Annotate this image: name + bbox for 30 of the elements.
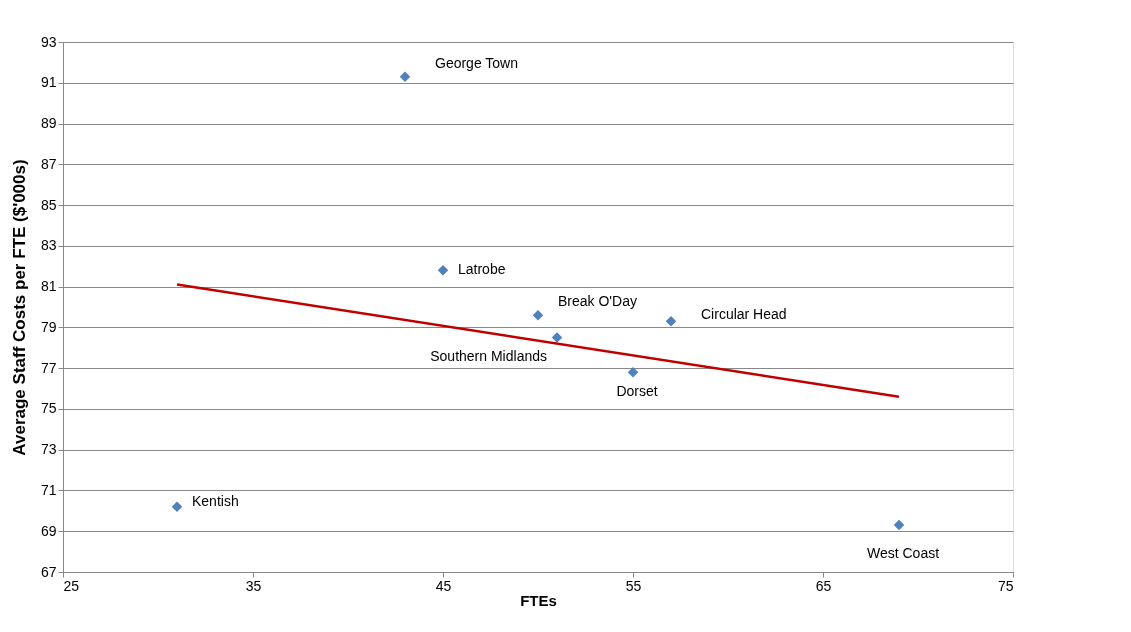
y-tick-label: 73: [40, 441, 57, 458]
y-tick-label: 89: [40, 115, 57, 132]
y-tick-label: 69: [40, 522, 57, 539]
y-tick-label: 67: [40, 563, 57, 580]
y-tick-label: 91: [40, 74, 57, 91]
x-tick-label: 35: [245, 577, 262, 594]
x-tick-label: 75: [997, 577, 1014, 594]
annotation: Kentish: [192, 492, 239, 509]
x-tick-label: 65: [815, 577, 832, 594]
x-tick-label: 25: [63, 577, 80, 594]
y-tick-label: 85: [40, 196, 57, 213]
annotation: Latrobe: [458, 261, 506, 278]
x-axis-title: FTEs: [520, 591, 557, 609]
annotation: Southern Midlands: [430, 347, 547, 364]
x-tick-label: 55: [625, 577, 642, 594]
y-tick-label: 83: [40, 237, 57, 254]
y-tick-label: 77: [40, 359, 57, 376]
y-tick-label: 75: [40, 400, 57, 417]
annotation: West Coast: [866, 545, 940, 562]
annotation: Circular Head: [701, 306, 787, 323]
y-tick-label: 81: [40, 278, 57, 295]
annotation: George Town: [435, 54, 519, 71]
annotation: Dorset: [616, 383, 658, 400]
y-tick-label: 93: [40, 33, 57, 50]
y-tick-label: 79: [40, 318, 57, 335]
annotation: Break O'Day: [558, 293, 637, 310]
y-tick-label: 87: [40, 155, 57, 172]
x-tick-label: 45: [435, 577, 452, 594]
y-axis-title: Average Staff Costs per FTE ($'000s): [9, 159, 29, 456]
y-tick-label: 71: [40, 481, 57, 498]
